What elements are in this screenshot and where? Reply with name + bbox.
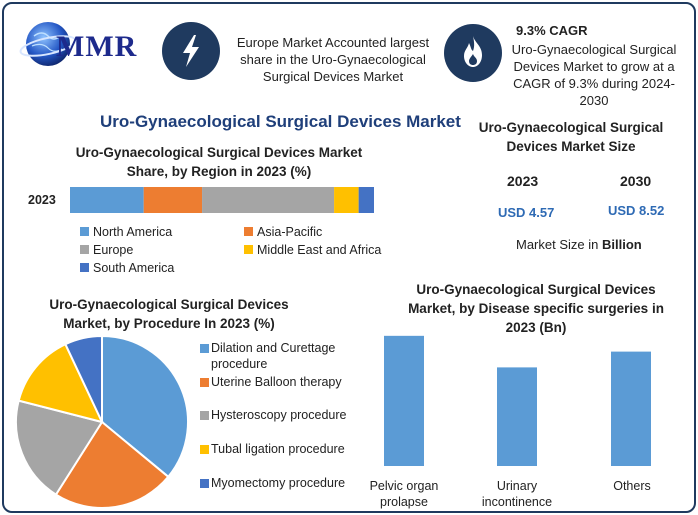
cagr-text: Uro-Gynaecological Surgical Devices Mark… <box>511 42 677 108</box>
procedure-chart-title: Uro-Gynaecological Surgical Devices Mark… <box>49 297 289 331</box>
region-segment-north-america <box>70 187 144 213</box>
main-title: Uro-Gynaecological Surgical Devices Mark… <box>100 112 461 131</box>
bar-label-urinary-incontinence: Urinary incontinence <box>481 479 553 509</box>
market-size-value-2023: USD 4.57 <box>498 205 555 220</box>
legend-swatch <box>200 344 209 353</box>
market-size-title: Uro-Gynaecological Surgical Devices Mark… <box>478 120 664 154</box>
region-segment-asia-pacific <box>143 187 203 213</box>
bar-label-others: Others <box>613 479 651 493</box>
legend-swatch <box>244 245 253 254</box>
legend-hysteroscopy: Hysteroscopy procedure <box>200 407 370 423</box>
pie-slice-dilation-and-curettage-procedure <box>101 334 189 479</box>
disease-bar-others <box>611 351 651 466</box>
region-segment-middle-east-and-africa <box>334 187 359 213</box>
pie-slice-uterine-balloon-therapy <box>54 420 170 509</box>
logo-text: MMR <box>56 30 138 63</box>
region-segment-south-america <box>358 187 374 213</box>
legend-swatch <box>80 227 89 236</box>
region-stacked-bar <box>70 187 374 213</box>
legend-uterine-balloon: Uterine Balloon therapy <box>200 374 370 390</box>
legend-swatch <box>200 445 209 454</box>
region-bar-category: 2023 <box>28 193 56 207</box>
legend-myomectomy: Myomectomy procedure <box>200 475 370 491</box>
europe-share-text: Europe Market Accounted largest share in… <box>236 35 430 84</box>
legend-swatch <box>80 263 89 272</box>
procedure-pie <box>14 334 190 510</box>
legend-europe: Europe <box>80 242 133 258</box>
flame-icon <box>444 24 502 82</box>
legend-north-america: North America <box>80 224 172 240</box>
legend-tubal-ligation: Tubal ligation procedure <box>200 441 370 457</box>
disease-chart-title: Uro-Gynaecological Surgical Devices Mark… <box>408 282 664 335</box>
disease-bar-urinary-incontinence <box>497 367 537 466</box>
globe-logo-icon <box>19 22 77 66</box>
legend-south-america: South America <box>80 260 174 276</box>
legend-swatch <box>200 378 209 387</box>
pie-slice-myomectomy-procedure <box>64 334 103 423</box>
legend-asia-pacific: Asia-Pacific <box>244 224 322 240</box>
legend-dilation-curettage: Dilation and Curettage procedure <box>200 340 360 372</box>
lightning-bolt-icon <box>162 22 220 80</box>
region-segment-europe <box>202 187 335 213</box>
market-size-note: Market Size in Billion <box>516 237 642 252</box>
disease-bar-chart <box>360 324 682 466</box>
bar-label-pelvic-organ-prolapse: Pelvic organ prolapse <box>369 479 439 509</box>
pie-slice-tubal-ligation-procedure <box>17 342 104 424</box>
legend-swatch <box>200 479 209 488</box>
pie-slice-hysteroscopy-procedure <box>15 399 104 496</box>
market-size-year-2030: 2030 <box>620 173 652 189</box>
legend-middle-east-africa: Middle East and Africa <box>244 242 381 258</box>
mmr-logo <box>18 16 148 72</box>
legend-swatch <box>244 227 253 236</box>
market-size-value-2030: USD 8.52 <box>608 203 665 218</box>
disease-bar-pelvic-organ-prolapse <box>384 335 424 466</box>
legend-swatch <box>80 245 89 254</box>
legend-swatch <box>200 411 209 420</box>
cagr-title: 9.3% CAGR <box>516 23 588 38</box>
market-size-year-2023: 2023 <box>507 173 539 189</box>
region-chart-title: Uro-Gynaecological Surgical Devices Mark… <box>75 145 363 179</box>
